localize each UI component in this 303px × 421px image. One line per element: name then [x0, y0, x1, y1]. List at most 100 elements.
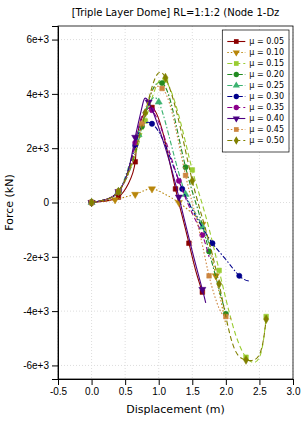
legend-entry: μ = 0.10 [227, 48, 284, 57]
series-marker [159, 80, 164, 85]
legend-marker [234, 72, 239, 77]
legend-label: μ = 0.30 [249, 92, 284, 101]
series-marker [217, 268, 222, 273]
tick: 6e+3 [26, 34, 58, 45]
legend-box [222, 30, 289, 152]
legend-label: μ = 0.10 [249, 48, 284, 57]
tick-mark [226, 379, 227, 385]
series-marker [237, 273, 242, 278]
grid-line [58, 311, 293, 312]
series-line [92, 108, 210, 257]
y-axis: -6e+3-4e+3-2e+302e+34e+36e+3 [23, 27, 58, 380]
legend-entry: μ = 0.25 [227, 81, 284, 90]
series-marker [155, 98, 162, 104]
tick-label: 2e+3 [26, 143, 49, 154]
tick-label: 6e+3 [26, 34, 49, 45]
legend-label: μ = 0.15 [249, 59, 284, 68]
series-marker [163, 73, 168, 82]
tick-label: -6e+3 [23, 360, 49, 371]
legend-marker [233, 116, 240, 122]
tick-label: -0.5 [50, 386, 68, 397]
series-marker [190, 168, 195, 173]
legend-entry: μ = 0.05 [227, 37, 284, 46]
series-marker [116, 187, 121, 196]
tick-mark [52, 40, 58, 41]
axis-line [52, 27, 59, 380]
tick-label: 1.5 [186, 386, 200, 397]
tick-label: 0 [43, 197, 49, 208]
legend-entry: μ = 0.30 [227, 92, 284, 101]
legend-label: μ = 0.50 [249, 136, 284, 145]
legend-marker [234, 61, 239, 66]
y-axis-title: Force (kN) [3, 174, 16, 230]
series-marker [112, 198, 119, 204]
tick-mark [293, 379, 294, 385]
tick: 0 [43, 197, 58, 208]
tick-label: 4e+3 [26, 89, 49, 100]
legend-marker [234, 39, 239, 44]
legend-entry: μ = 0.35 [227, 103, 284, 112]
series-marker [183, 173, 188, 178]
series-marker [199, 287, 206, 293]
series-marker [190, 176, 195, 185]
legend-label: μ = 0.35 [249, 103, 284, 112]
tick-label: 2.5 [253, 386, 267, 397]
legend-marker [234, 105, 239, 110]
tick-label: -4e+3 [23, 306, 49, 317]
tick-label: 0.5 [119, 386, 133, 397]
legend-entry: μ = 0.50 [227, 136, 284, 145]
tick-mark [52, 94, 58, 95]
legend-label: μ = 0.45 [249, 125, 284, 134]
legend-label: μ = 0.40 [249, 114, 284, 123]
legend-marker [234, 94, 239, 99]
series-marker [143, 109, 148, 118]
legend-label: μ = 0.05 [249, 37, 284, 46]
legend-entry: μ = 0.15 [227, 59, 284, 68]
chart: -0.50.00.51.01.52.02.53.0-6e+3-4e+3-2e+3… [0, 0, 303, 421]
tick-mark [92, 379, 93, 385]
tick: 2.5 [253, 379, 267, 397]
series-marker [217, 280, 222, 289]
series-marker [175, 195, 182, 201]
chart-title: [Triple Layer Dome] RL=1:1:2 (Node 1-Dz [72, 7, 280, 18]
legend-marker [234, 136, 239, 145]
legend-marker [234, 127, 239, 132]
series-marker [264, 315, 269, 324]
series-marker [160, 86, 165, 91]
series-marker [149, 121, 154, 126]
tick-mark [52, 203, 58, 204]
tick: 1.0 [152, 379, 166, 397]
tick-mark [52, 365, 58, 366]
tick: 0.0 [85, 379, 99, 397]
tick: -0.5 [50, 379, 68, 397]
legend: μ = 0.05μ = 0.10μ = 0.15μ = 0.20μ = 0.25… [222, 30, 289, 152]
tick-mark [52, 257, 58, 258]
tick: -4e+3 [23, 306, 58, 317]
grid-line [58, 365, 293, 366]
legend-label: μ = 0.25 [249, 81, 284, 90]
x-axis-title: Displacement (m) [126, 403, 224, 416]
tick-mark [159, 379, 160, 385]
legend-entry: μ = 0.40 [227, 114, 284, 123]
tick-mark [125, 379, 126, 385]
grid-line [158, 26, 159, 379]
series-marker [148, 187, 155, 193]
tick: 4e+3 [26, 89, 58, 100]
legend-marker [233, 81, 240, 87]
series-marker [89, 198, 94, 207]
tick-label: 3.0 [287, 386, 301, 397]
tick-mark [52, 148, 58, 149]
series-marker [207, 273, 212, 278]
tick: 0.5 [119, 379, 133, 397]
tick: 3.0 [287, 379, 301, 397]
plot: -0.50.00.51.01.52.02.53.0-6e+3-4e+3-2e+3… [23, 26, 301, 397]
legend-marker [233, 50, 240, 56]
series-line [92, 189, 226, 325]
grid [58, 26, 293, 379]
tick-label: 2.0 [219, 386, 233, 397]
plot-frame [58, 26, 293, 379]
grid-line [58, 256, 293, 257]
tick: 2e+3 [26, 143, 58, 154]
tick-mark [192, 379, 193, 385]
legend-entry: μ = 0.45 [227, 125, 284, 134]
